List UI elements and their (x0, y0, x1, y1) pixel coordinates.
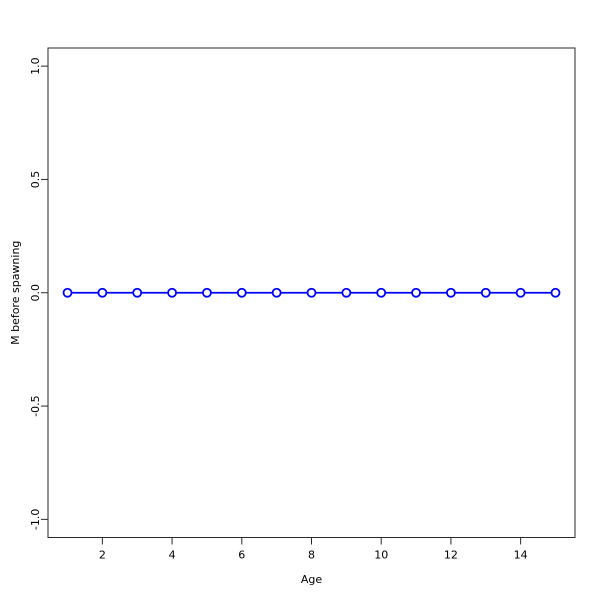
x-axis-tick-label: 2 (99, 549, 106, 562)
data-point (376, 287, 387, 298)
y-axis-tick-label: 0.0 (29, 284, 42, 302)
data-point (97, 287, 108, 298)
y-axis-tick-label: 1.0 (29, 57, 42, 75)
data-point (236, 287, 247, 298)
x-axis-tick-label: 8 (308, 549, 315, 562)
data-point (446, 287, 456, 298)
data-point (515, 287, 526, 298)
y-axis-tick-label: 0.5 (29, 171, 42, 189)
y-axis-title: M before spawning (9, 241, 22, 345)
data-point (411, 287, 421, 298)
y-axis-tick-label: -1.0 (29, 509, 42, 530)
x-axis-tick-label: 14 (514, 549, 528, 562)
data-point (271, 287, 282, 298)
data-point (550, 287, 561, 298)
data-point (167, 287, 177, 298)
data-point (306, 287, 317, 298)
data-point (62, 287, 73, 298)
data-point (480, 287, 491, 298)
data-point (132, 287, 143, 298)
x-axis-tick-label: 12 (444, 549, 458, 562)
y-axis-tick-label: -0.5 (29, 395, 42, 416)
x-axis-tick-label: 6 (238, 549, 245, 562)
x-axis-tick-label: 4 (169, 549, 176, 562)
x-axis-title: Age (301, 573, 323, 586)
data-point (341, 287, 352, 298)
data-point (202, 287, 212, 298)
x-axis-tick-label: 10 (374, 549, 388, 562)
